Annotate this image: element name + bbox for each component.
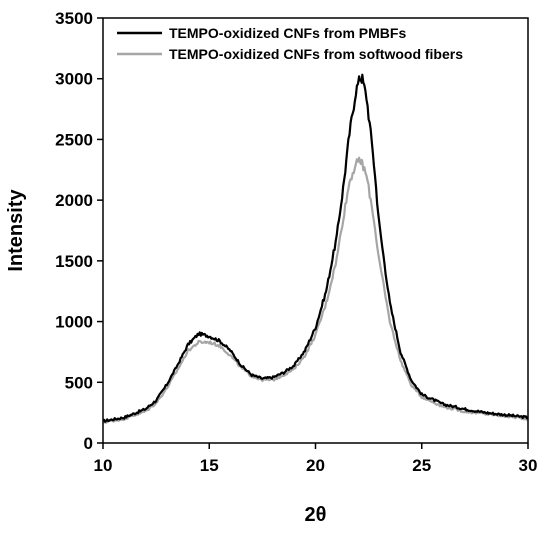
y-tick-label: 500 <box>65 373 93 392</box>
x-tick-label: 20 <box>306 456 325 475</box>
axes-layer <box>102 17 529 444</box>
x-tick-label: 15 <box>200 456 219 475</box>
ticks-layer: 10 15 20 25 30 0 500 1000 1500 2000 2500 3000 3500 <box>55 9 537 475</box>
legend-label-softwood: TEMPO-oxidized CNFs from softwood fibers <box>169 46 463 62</box>
x-tick-label: 25 <box>412 456 431 475</box>
y-tick-label: 3500 <box>55 9 93 28</box>
series-layer <box>102 73 529 424</box>
legend: TEMPO-oxidized CNFs from PMBFs TEMPO-oxi… <box>117 25 463 62</box>
y-tick-label: 2000 <box>55 191 93 210</box>
series-line-pmbfs <box>102 73 529 423</box>
y-axis-label: Intensity <box>5 189 27 272</box>
y-tick-label: 2500 <box>55 130 93 149</box>
y-tick-label: 0 <box>84 434 93 453</box>
x-tick-label: 30 <box>519 456 538 475</box>
y-tick-label: 3000 <box>55 70 93 89</box>
x-tick-label: 10 <box>94 456 113 475</box>
plot-frame <box>102 17 529 444</box>
y-tick-label: 1000 <box>55 313 93 332</box>
legend-label-pmbfs: TEMPO-oxidized CNFs from PMBFs <box>169 25 406 41</box>
y-tick-label: 1500 <box>55 252 93 271</box>
x-axis-label: 2θ <box>305 504 327 526</box>
